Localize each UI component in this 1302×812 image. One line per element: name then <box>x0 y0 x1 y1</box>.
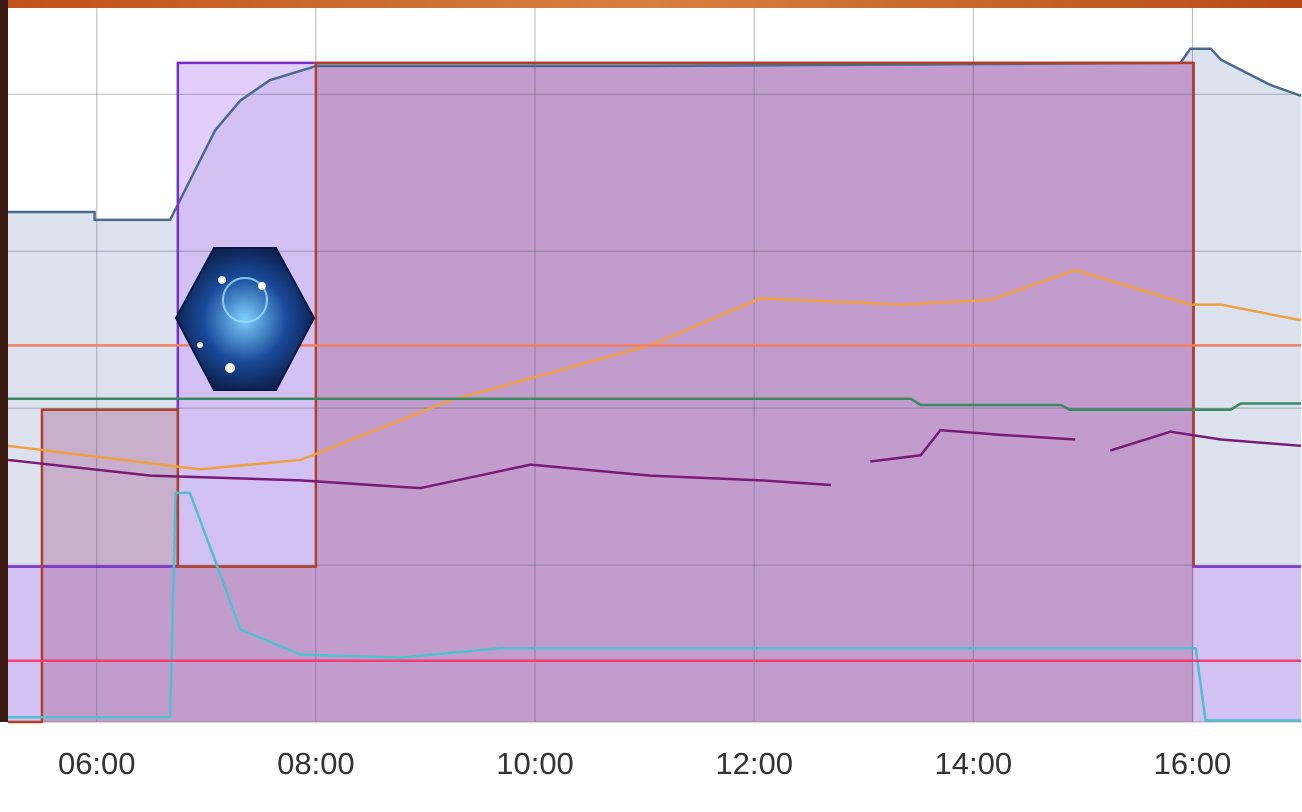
x-tick-label: 16:00 <box>1154 746 1232 781</box>
icon-detail <box>258 282 266 290</box>
icon-detail <box>218 276 226 284</box>
icon-detail <box>197 342 203 348</box>
page: 06:0008:0010:0012:0014:0016:00 (() => { … <box>0 0 1302 812</box>
left-border <box>0 0 8 722</box>
icon-detail <box>225 363 235 373</box>
top-band <box>0 0 1302 8</box>
x-tick-label: 06:00 <box>58 746 136 781</box>
x-tick-label: 10:00 <box>496 746 574 781</box>
x-tick-label: 08:00 <box>277 746 355 781</box>
area-layer <box>8 49 1301 722</box>
x-tick-label: 12:00 <box>715 746 793 781</box>
x-tick-label: 14:00 <box>935 746 1013 781</box>
chart: 06:00 08:00 10:00 12:00 14:00 16:00 <box>0 0 1302 812</box>
